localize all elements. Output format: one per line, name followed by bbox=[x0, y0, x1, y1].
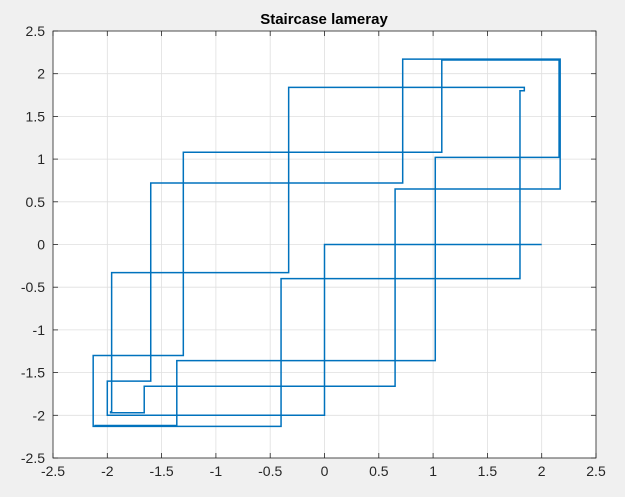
tick-marks bbox=[52, 30, 597, 459]
y-tick-label: -1 bbox=[33, 322, 46, 338]
y-tick-label: 0 bbox=[37, 237, 45, 253]
x-tick-label: -2.5 bbox=[41, 463, 65, 479]
y-tick-label: 2 bbox=[37, 66, 45, 82]
chart-title: Staircase lameray bbox=[260, 11, 388, 28]
x-tick-label: -1 bbox=[210, 463, 223, 479]
x-tick-label: 0.5 bbox=[369, 463, 389, 479]
x-tick-label: -1.5 bbox=[150, 463, 174, 479]
x-axis-tick-labels: -2.5 -2 -1.5 -1 -0.5 0 0.5 1 1.5 2 2.5 bbox=[41, 463, 606, 479]
y-tick-label: 0.5 bbox=[26, 194, 46, 210]
x-tick-label: -0.5 bbox=[258, 463, 282, 479]
y-tick-label: -0.5 bbox=[21, 279, 45, 295]
y-tick-label: -1.5 bbox=[21, 365, 45, 381]
y-tick-label: 1.5 bbox=[26, 108, 46, 124]
y-tick-label: 1 bbox=[37, 151, 45, 167]
series-line bbox=[92, 58, 561, 428]
x-tick-label: 1 bbox=[429, 463, 437, 479]
x-tick-label: 2 bbox=[538, 463, 546, 479]
y-tick-label: 2.5 bbox=[26, 23, 46, 39]
x-tick-label: 2.5 bbox=[586, 463, 606, 479]
plot-area bbox=[92, 58, 561, 428]
y-tick-label: -2.5 bbox=[21, 450, 45, 466]
y-tick-label: -2 bbox=[33, 407, 46, 423]
y-axis-tick-labels: -2.5 -2 -1.5 -1 -0.5 0 0.5 1 1.5 2 2.5 bbox=[21, 23, 45, 466]
x-tick-label: -2 bbox=[101, 463, 114, 479]
x-tick-label: 1.5 bbox=[478, 463, 498, 479]
x-tick-label: 0 bbox=[321, 463, 329, 479]
